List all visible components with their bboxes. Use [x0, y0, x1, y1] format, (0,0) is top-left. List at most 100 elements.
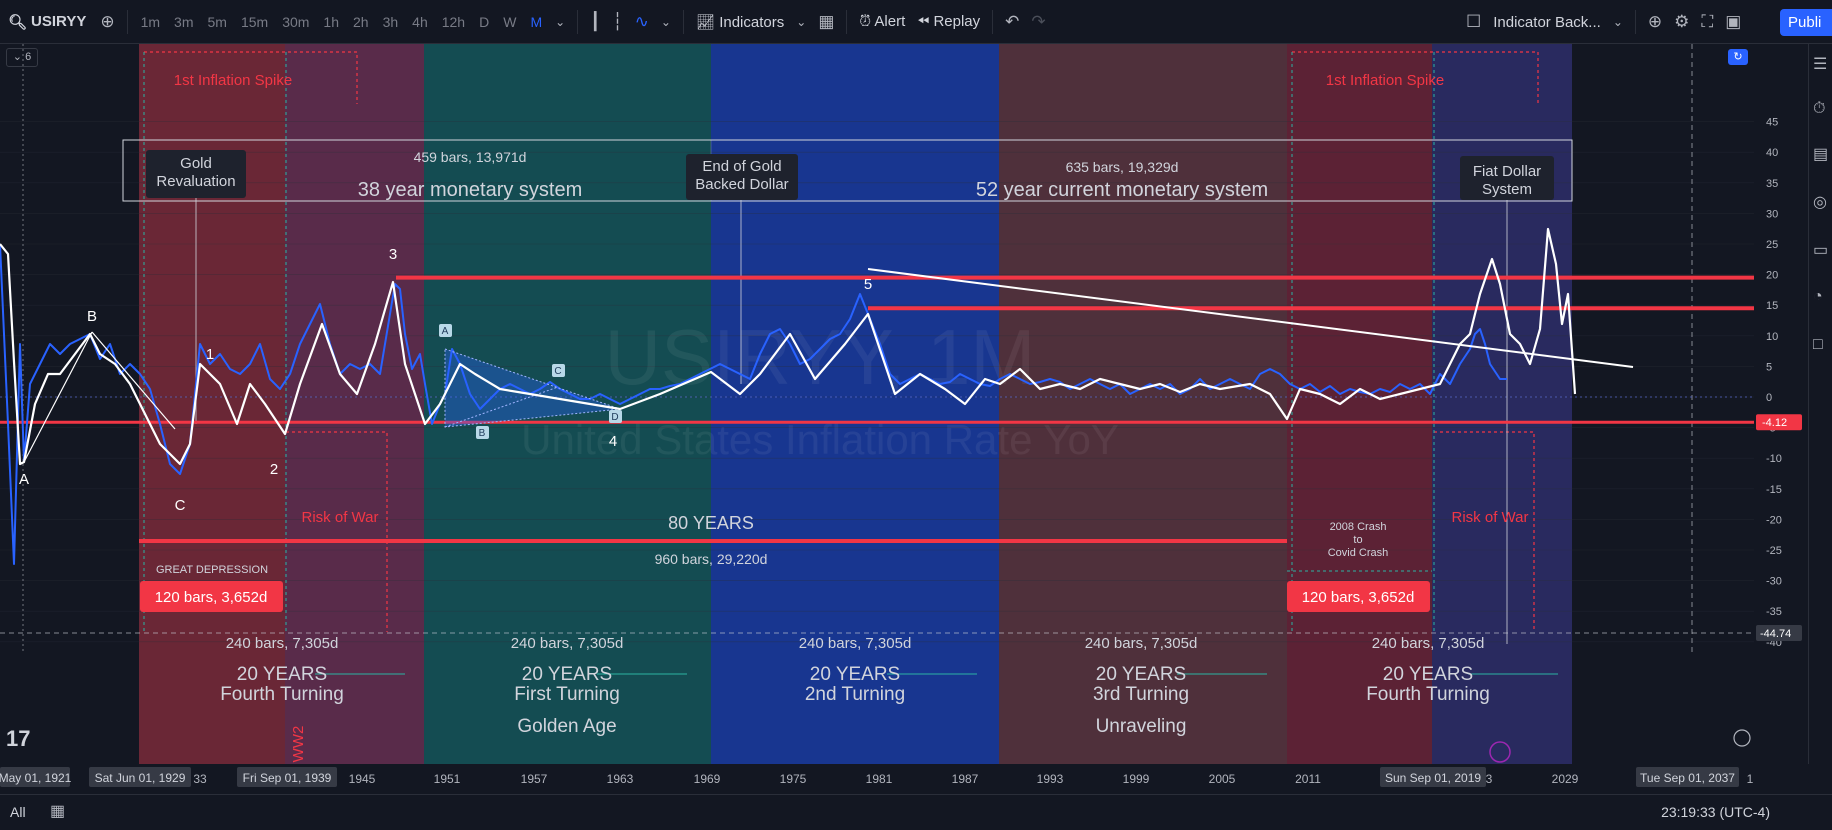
- toolbar-divider: [577, 9, 579, 34]
- price-scale[interactable]: 454035302520151050-5-10-15-20-25-30-35-4…: [1754, 44, 1808, 764]
- timeframe-15m[interactable]: 15m: [240, 13, 269, 30]
- y-tick-label: 35: [1766, 178, 1778, 190]
- gold-revaluation-label: Gold Revaluation: [156, 155, 235, 190]
- level-price-tag: [1756, 414, 1802, 431]
- triangle-point-tag: [476, 426, 489, 439]
- fullscreen-icon[interactable]: ⛶: [1701, 12, 1714, 31]
- timeframe-30m[interactable]: 30m: [282, 13, 310, 30]
- chevron-down-icon: ⌄: [12, 51, 23, 63]
- ideas-icon[interactable]: ◔: [1813, 288, 1823, 305]
- timeframe-5m[interactable]: 5m: [207, 13, 227, 30]
- timeframe-2h[interactable]: 2h: [353, 13, 369, 30]
- alert-button[interactable]: ⏰︎ Alert: [853, 13, 911, 30]
- indicators-label: Indicators: [719, 13, 785, 31]
- bars-120-label-2: 120 bars, 3,652d: [1302, 589, 1415, 606]
- y-tick-label: -20: [1766, 514, 1782, 526]
- settings-gear-icon[interactable]: ⚙: [1674, 12, 1690, 31]
- timeframe-1h[interactable]: 1h: [323, 13, 339, 30]
- undo-icon[interactable]: ↶: [1005, 11, 1020, 31]
- crash-2008-label-line: to: [1353, 534, 1362, 546]
- calendar-icon[interactable]: ▭: [1813, 242, 1829, 259]
- chart-svg[interactable]: USIRYY, 1M United States Inflation Rate …: [0, 44, 1754, 764]
- y-tick-label: 15: [1766, 300, 1778, 312]
- wave-trendline-a-b: [23, 331, 93, 463]
- crash-2008-label: 2008 Crash to Covid Crash: [1328, 521, 1389, 559]
- right-toolbar: ☰ ⏱ ▤ ◎ ▭ ◔ □: [1808, 44, 1832, 764]
- watermark-symbol: USIRYY, 1M: [605, 313, 1036, 401]
- chart-type-dropdown-icon[interactable]: ⌄: [660, 14, 671, 29]
- y-tick-label: 20: [1766, 270, 1778, 282]
- quick-search-icon[interactable]: ⊕: [1647, 12, 1663, 31]
- elliott-wave-line: [0, 227, 1577, 466]
- date-label: Fri Sep 01, 1939: [243, 771, 332, 785]
- legend-collapse-button[interactable]: ⌄ 6: [6, 48, 38, 67]
- wave-label-b: B: [87, 308, 97, 325]
- redo-icon[interactable]: ↷: [1031, 11, 1046, 31]
- risk-of-war-label-1: Risk of War: [302, 509, 379, 526]
- time-axis[interactable]: 1945 1951 1957 1963 1969 1975 1981 1987 1993 1999…: [0, 764, 1786, 794]
- inflation-price-line: [0, 243, 1507, 565]
- watchlist-icon[interactable]: ☰: [1813, 56, 1828, 73]
- indicators-icon: 📈︎: [695, 13, 716, 31]
- wave-label-4: 4: [609, 433, 617, 450]
- toolbar-divider: [1634, 10, 1636, 34]
- date-label: Sat Jun 01, 1929: [95, 771, 186, 785]
- great-depression-label: GREAT DEPRESSION: [156, 564, 268, 576]
- clock-label: 23:19:33 (UTC-4): [1661, 804, 1770, 820]
- timeframe-w[interactable]: W: [503, 13, 517, 30]
- indicator-backtest-button[interactable]: Indicator Back...: [1493, 13, 1601, 31]
- timeframe-12h[interactable]: 12h: [441, 13, 466, 30]
- replay-label: Replay: [933, 13, 981, 30]
- timeframe-1m[interactable]: 1m: [140, 13, 161, 30]
- backtest-dropdown-icon[interactable]: ⌄: [1612, 15, 1623, 29]
- gold-revaluation-box: [146, 150, 246, 198]
- inflation-spike-bracket-2: [1292, 51, 1539, 104]
- calendar-range-icon[interactable]: ▦: [50, 803, 66, 820]
- timeframe-3m[interactable]: 3m: [174, 13, 194, 30]
- date-label-box: [1380, 767, 1486, 787]
- line-chart-icon[interactable]: ∿: [634, 11, 649, 31]
- timeframe-d[interactable]: D: [479, 13, 490, 30]
- replay-button[interactable]: ⏪︎ Replay: [911, 13, 986, 30]
- symbol-search[interactable]: 🔍︎ USIRYY: [0, 13, 94, 31]
- wave-label-3: 3: [389, 246, 397, 263]
- x-tick-label: 1987: [952, 772, 979, 786]
- turning-name-label: 3rd Turning: [1093, 684, 1189, 705]
- timeframe-m[interactable]: M: [530, 13, 543, 30]
- alerts-icon[interactable]: ⏱: [1813, 100, 1826, 117]
- publish-button[interactable]: Publi: [1780, 9, 1832, 36]
- camera-icon[interactable]: ▣: [1725, 12, 1742, 31]
- monetary-52-bars: 635 bars, 19,329d: [1066, 159, 1179, 175]
- range-all-button[interactable]: All: [10, 804, 26, 820]
- x-tick-label: 2005: [1209, 772, 1236, 786]
- chart-pane[interactable]: USIRYY, 1M United States Inflation Rate …: [0, 44, 1792, 764]
- wave-trendline-b-c: [91, 331, 176, 430]
- fiat-dollar-box: [1460, 156, 1554, 200]
- bars-120-label-1: 120 bars, 3,652d: [155, 589, 268, 606]
- bars-120-box-1: [140, 581, 283, 612]
- turning-name-label: Fourth Turning: [1366, 684, 1490, 705]
- x-tick-label: 1999: [1123, 772, 1150, 786]
- eighty-years-bars: 960 bars, 29,220d: [655, 551, 768, 567]
- data-window-icon[interactable]: ▤: [1813, 146, 1829, 163]
- timeframe-dropdown-icon[interactable]: ⌄: [555, 14, 566, 29]
- timeframe-3h[interactable]: 3h: [382, 13, 399, 30]
- add-symbol-icon[interactable]: ⊕: [100, 11, 115, 31]
- wave-label-5: 5: [864, 276, 872, 293]
- auto-scale-button[interactable]: ↻: [1728, 49, 1748, 65]
- notifications-icon[interactable]: □: [1813, 336, 1823, 353]
- timeframe-4h[interactable]: 4h: [412, 13, 428, 30]
- candles-icon[interactable]: ┃: [590, 11, 601, 31]
- bars-icon[interactable]: ┆: [612, 11, 623, 31]
- checkbox-icon[interactable]: ☐: [1466, 12, 1482, 31]
- triangle-point-a: A: [442, 326, 449, 337]
- x-tick-label: 1975: [780, 772, 807, 786]
- indicators-dropdown-icon[interactable]: ⌄: [796, 14, 807, 29]
- turning-name-label: 2nd Turning: [805, 684, 905, 705]
- x-tick-label: 1969: [694, 772, 721, 786]
- triangle-point-d: D: [611, 412, 618, 423]
- layout-grid-icon[interactable]: ▦: [818, 11, 835, 31]
- wave-label-1: 1: [206, 346, 214, 363]
- hotlist-icon[interactable]: ◎: [1813, 194, 1827, 211]
- indicators-button[interactable]: 📈︎ Indicators: [690, 13, 790, 31]
